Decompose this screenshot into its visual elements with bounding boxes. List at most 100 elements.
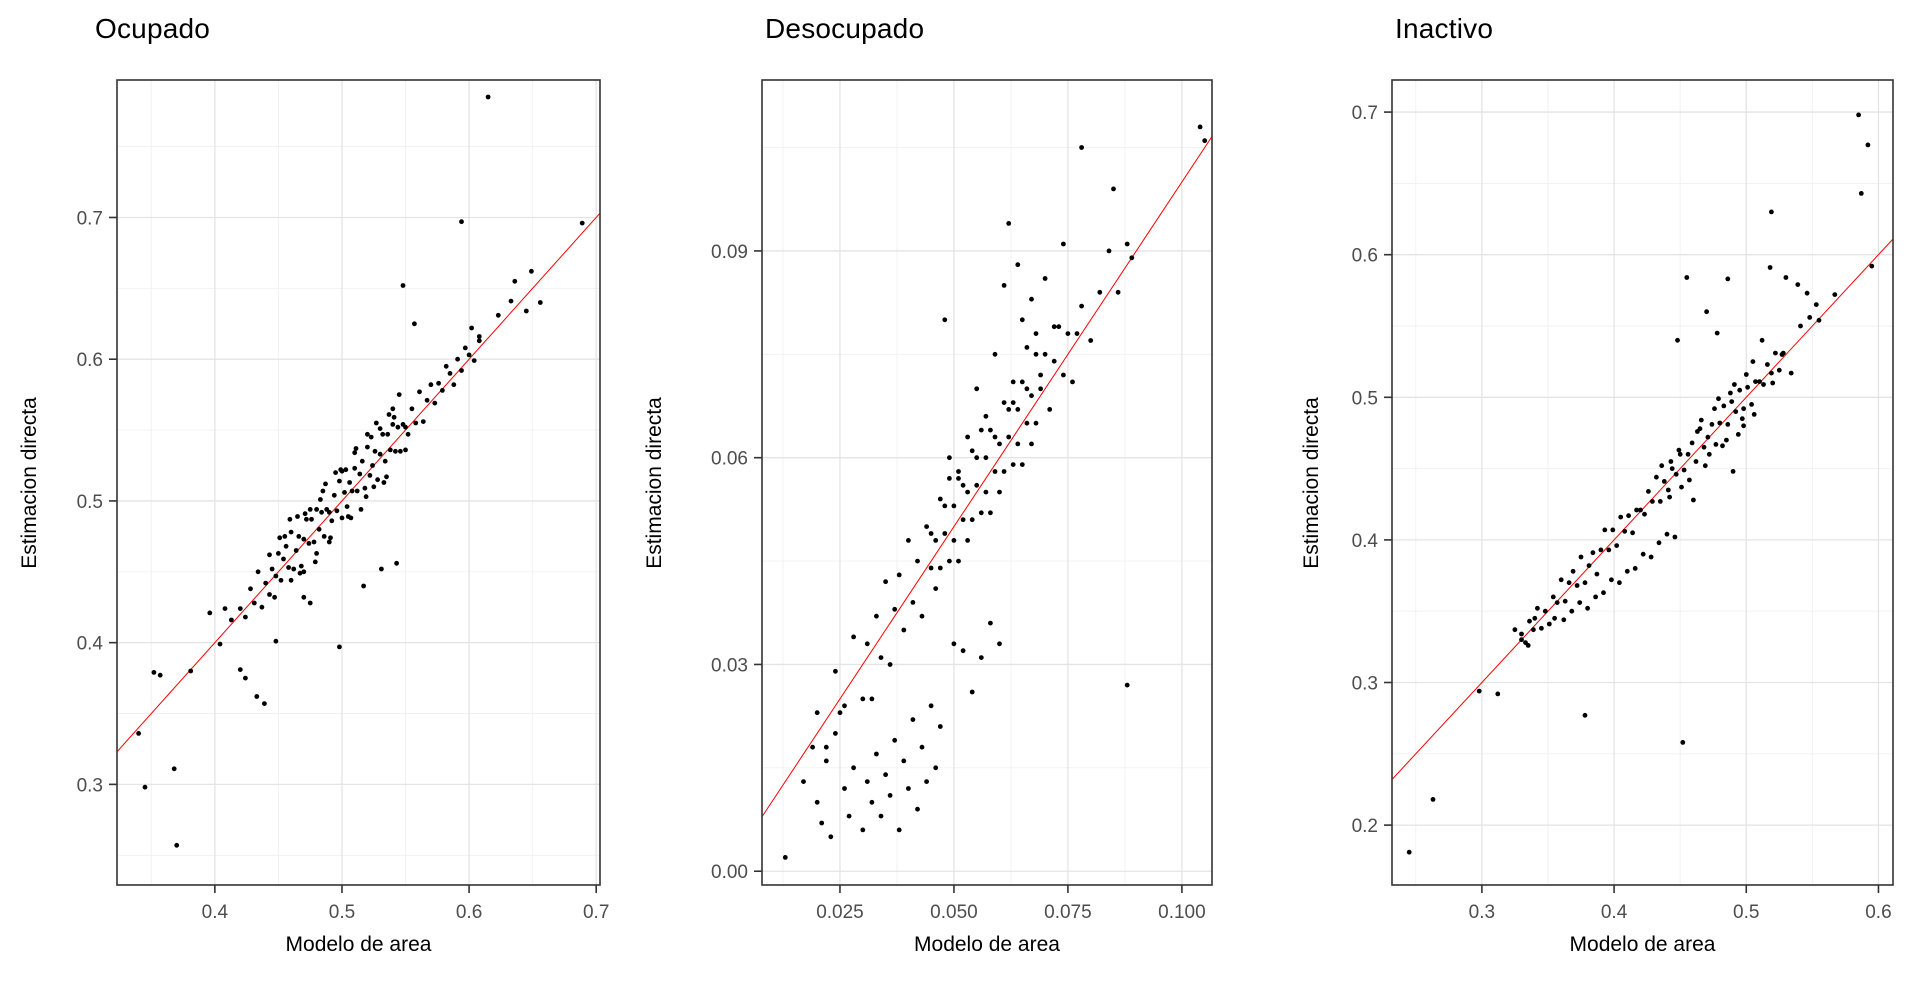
data-point [312,559,318,565]
data-point [1070,379,1075,385]
data-point [988,620,993,626]
data-point [1606,547,1612,553]
data-point [860,827,866,833]
data-point [1519,637,1524,643]
data-point [142,784,148,790]
data-point [314,507,319,512]
data-point [1542,608,1548,614]
data-point [1695,429,1700,434]
data-point [1733,409,1739,414]
data-point [892,606,898,612]
data-point [906,786,911,791]
data-point [1590,550,1596,556]
data-point [485,94,491,100]
panel-background [1392,80,1893,885]
data-point [273,638,279,644]
data-point [1029,441,1034,447]
data-point [1659,463,1665,469]
y-tick-label: 0.6 [1352,246,1378,267]
data-point [1816,317,1822,323]
data-point [375,477,380,483]
data-point [217,641,223,647]
data-point [1578,554,1584,560]
data-point [942,531,948,536]
data-point [296,534,302,539]
data-point [283,543,289,549]
data-point [1721,403,1727,409]
data-point [1602,527,1608,533]
data-point [1675,337,1680,343]
data-point [988,427,993,433]
data-point [924,524,929,529]
data-point [1665,487,1671,493]
data-point [377,451,383,457]
data-point [1677,451,1683,457]
data-point [942,503,948,509]
data-point [428,382,434,388]
data-point [988,510,993,516]
y-tick-label: 0.00 [711,862,748,883]
x-axis-title: Modelo de area [1569,933,1716,956]
data-point [267,592,272,597]
x-tick-label: 0.050 [930,902,978,923]
data-point [302,511,308,517]
data-point [1554,600,1560,605]
data-point [869,696,875,702]
data-point [1598,547,1604,553]
data-point [878,655,884,660]
data-point [1725,422,1731,427]
data-point [1019,462,1025,467]
data-point [997,641,1002,647]
data-point [814,799,820,805]
data-point [263,580,269,586]
data-point [1015,407,1021,412]
data-point [1656,540,1662,546]
data-point [288,577,294,583]
data-point [965,489,970,495]
data-point [851,634,856,640]
data-point [174,842,180,848]
data-point [379,566,384,572]
data-point [1712,406,1717,412]
x-tick-label: 0.5 [1733,902,1759,923]
data-point [301,594,307,600]
data-point [537,300,543,305]
data-point [869,799,875,805]
data-point [883,772,888,778]
data-point [860,696,866,702]
data-point [901,627,907,633]
data-point [188,668,194,674]
data-point [997,489,1002,495]
data-point [1716,396,1721,402]
data-point [1129,255,1135,261]
data-point [387,447,393,453]
data-point [1033,420,1039,426]
data-point [243,675,248,681]
data-point [1676,447,1682,453]
data-point [286,565,291,570]
data-point [1562,598,1568,604]
data-point [237,606,243,611]
data-point [1669,466,1675,471]
data-point [359,458,365,464]
data-point [1582,580,1588,586]
data-point [956,558,961,564]
data-point [1661,479,1667,484]
data-point [409,406,415,412]
data-point [476,334,482,339]
data-point [919,613,925,619]
data-point [316,526,322,532]
data-point [947,558,952,564]
data-point [1006,407,1012,412]
data-point [1618,514,1624,520]
data-point [1024,386,1030,392]
data-point [157,672,163,678]
data-point [1582,712,1588,718]
data-point [1202,138,1208,144]
data-point [1539,625,1544,631]
data-point [1869,263,1875,269]
data-point [382,458,388,464]
data-point [896,572,902,578]
data-point [395,424,401,430]
data-point [348,515,354,521]
